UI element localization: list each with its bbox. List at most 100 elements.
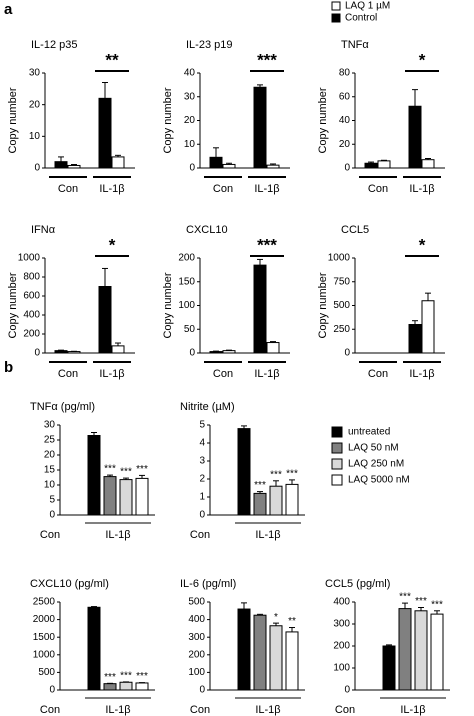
bar bbox=[414, 610, 428, 691]
y-tick-label: 80 bbox=[339, 68, 351, 79]
y-tick-label: 1500 bbox=[33, 632, 56, 643]
y-tick-label: 200 bbox=[333, 641, 350, 652]
significance: *** bbox=[120, 671, 132, 682]
y-tick-label: 40 bbox=[184, 68, 196, 79]
x-tick-label: IL-1β bbox=[400, 704, 425, 716]
bar bbox=[266, 164, 280, 169]
significance: *** bbox=[136, 464, 148, 475]
significance: *** bbox=[136, 671, 148, 682]
y-tick-label: 20 bbox=[29, 99, 41, 110]
y-tick-label: 200 bbox=[178, 253, 195, 264]
y-tick-label: 20 bbox=[339, 139, 351, 150]
y-tick-label: 10 bbox=[29, 131, 41, 142]
y-tick-label: 1 bbox=[199, 492, 205, 503]
y-tick-label: 40 bbox=[339, 115, 351, 126]
bar bbox=[430, 613, 444, 691]
significance: *** bbox=[286, 469, 298, 480]
bar bbox=[98, 97, 112, 169]
significance: *** bbox=[257, 50, 277, 69]
y-tick-label: 500 bbox=[38, 667, 55, 678]
legend-label: LAQ 1 µM bbox=[345, 1, 390, 12]
y-tick-label: 0 bbox=[199, 685, 205, 696]
chart-title: IL-23 p19 bbox=[186, 39, 232, 51]
x-tick-label: Con bbox=[335, 704, 355, 716]
x-tick-label: IL-1β bbox=[254, 183, 279, 195]
x-tick-label: IL-1β bbox=[255, 704, 280, 716]
y-axis-label: Copy number bbox=[162, 272, 174, 338]
y-tick-label: 0 bbox=[344, 163, 350, 174]
legend-label: LAQ 5000 nM bbox=[348, 475, 410, 486]
y-tick-label: 30 bbox=[29, 68, 41, 79]
y-tick-label: 300 bbox=[333, 619, 350, 630]
bar bbox=[237, 608, 251, 691]
significance: *** bbox=[257, 235, 277, 254]
bar bbox=[54, 161, 68, 169]
y-tick-label: 1000 bbox=[328, 253, 351, 264]
x-tick-label: IL-1β bbox=[105, 529, 130, 541]
y-tick-label: 15 bbox=[44, 465, 56, 476]
bar bbox=[398, 608, 412, 691]
panel-label: a bbox=[4, 1, 13, 18]
x-tick-label: IL-1β bbox=[409, 183, 434, 195]
bar bbox=[209, 156, 223, 169]
x-tick-label: Con bbox=[40, 704, 60, 716]
y-axis-label: Copy number bbox=[317, 272, 329, 338]
y-tick-label: 100 bbox=[178, 300, 195, 311]
y-tick-label: 0 bbox=[199, 510, 205, 521]
y-tick-label: 0 bbox=[189, 163, 195, 174]
x-tick-label: Con bbox=[213, 368, 233, 380]
y-tick-label: 150 bbox=[178, 276, 195, 287]
bar bbox=[98, 286, 112, 354]
significance: * bbox=[419, 235, 426, 254]
y-tick-label: 0 bbox=[344, 685, 350, 696]
bar bbox=[87, 606, 101, 691]
y-tick-label: 0 bbox=[49, 685, 55, 696]
y-tick-label: 200 bbox=[23, 329, 40, 340]
legend-swatch bbox=[331, 458, 343, 470]
x-tick-label: Con bbox=[190, 704, 210, 716]
bar bbox=[87, 435, 101, 516]
bar bbox=[54, 350, 68, 354]
legend-label: untreated bbox=[348, 427, 390, 438]
y-tick-label: 600 bbox=[23, 291, 40, 302]
bar bbox=[119, 681, 133, 691]
bar bbox=[269, 485, 283, 516]
y-tick-label: 500 bbox=[333, 300, 350, 311]
x-tick-label: Con bbox=[213, 183, 233, 195]
x-tick-label: Con bbox=[368, 368, 388, 380]
significance: *** bbox=[399, 592, 411, 603]
legend-swatch bbox=[331, 1, 341, 11]
chart-title: CCL5 bbox=[341, 224, 369, 236]
bar bbox=[408, 105, 422, 169]
legend-label: Control bbox=[345, 13, 377, 24]
bar bbox=[421, 159, 435, 169]
y-tick-label: 20 bbox=[184, 115, 196, 126]
y-tick-label: 5 bbox=[199, 420, 205, 431]
bar bbox=[111, 156, 125, 169]
chart-title: IFNα bbox=[31, 224, 56, 236]
y-tick-label: 800 bbox=[23, 272, 40, 283]
y-tick-label: 50 bbox=[184, 324, 196, 335]
y-tick-label: 10 bbox=[184, 139, 196, 150]
y-tick-label: 60 bbox=[339, 91, 351, 102]
y-tick-label: 1000 bbox=[18, 253, 41, 264]
chart-title: TNFα (pg/ml) bbox=[30, 401, 95, 413]
panel-label: b bbox=[4, 359, 13, 376]
bar bbox=[253, 264, 267, 354]
y-tick-label: 30 bbox=[184, 91, 196, 102]
y-tick-label: 5 bbox=[49, 495, 55, 506]
y-tick-label: 100 bbox=[188, 667, 205, 678]
y-tick-label: 4 bbox=[199, 438, 205, 449]
chart-title: TNFα bbox=[341, 39, 369, 51]
significance: *** bbox=[415, 596, 427, 607]
y-tick-label: 20 bbox=[44, 450, 56, 461]
bar bbox=[209, 351, 223, 354]
bar bbox=[103, 683, 117, 691]
bar bbox=[222, 163, 236, 169]
significance: * bbox=[109, 235, 116, 254]
legend-label: LAQ 250 nM bbox=[348, 459, 404, 470]
bar bbox=[67, 164, 81, 169]
significance: ** bbox=[105, 50, 119, 69]
x-tick-label: Con bbox=[58, 368, 78, 380]
